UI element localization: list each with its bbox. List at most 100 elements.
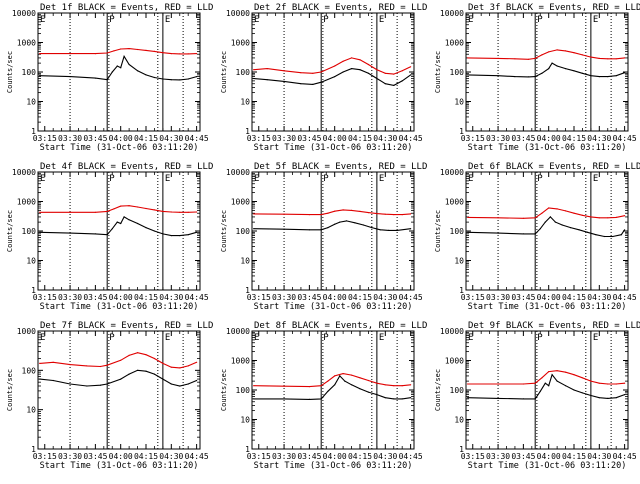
series-events-point: [497, 232, 499, 234]
series-events-point: [283, 80, 285, 82]
series-events-point: [69, 232, 71, 234]
series-events-point: [379, 229, 381, 231]
x-tick-label: 03:30: [272, 134, 296, 143]
series-events-point: [179, 385, 181, 387]
series-events-point: [624, 394, 626, 396]
x-tick-label: 04:00: [537, 293, 561, 302]
plot-frame: [465, 330, 629, 450]
series-events-point: [283, 228, 285, 230]
y-tick-label: 10: [26, 406, 36, 415]
series-events-point: [187, 383, 189, 385]
x-tick-label: 04:30: [587, 293, 611, 302]
x-tick-label: 03:45: [297, 293, 321, 302]
series-lld-point: [120, 48, 122, 50]
series-lld-point: [624, 215, 626, 217]
series-lld-point: [145, 207, 147, 210]
series-events-point: [170, 79, 172, 81]
x-tick-label: 04:45: [399, 293, 423, 302]
x-tick-label: 03:15: [33, 134, 57, 143]
marker-letter-e: E: [254, 15, 259, 25]
series-lld-point: [69, 53, 71, 55]
series-lld-line: [467, 49, 625, 60]
x-tick-label: 04:45: [399, 452, 423, 461]
marker-letter-p: P: [323, 15, 329, 25]
series-lld-point: [170, 211, 172, 213]
marker-letter-e: E: [379, 333, 384, 343]
y-tick-label: 1000: [445, 198, 464, 207]
y-tick-label: 100: [22, 366, 37, 375]
series-events-point: [128, 63, 130, 66]
y-tick-label: 10: [240, 98, 250, 107]
x-tick-label: 04:45: [185, 134, 209, 143]
y-tick-label: 10000: [226, 327, 250, 336]
series-events-point: [362, 224, 364, 226]
series-events-point: [312, 83, 314, 85]
x-axis-label: Start Time (31-Oct-06 03:11:20): [468, 302, 627, 312]
series-events-point: [551, 374, 553, 376]
y-tick-label: 100: [450, 227, 465, 236]
y-axis-label: Counts/sec: [6, 369, 14, 411]
series-events-point: [116, 221, 118, 223]
y-tick-label: 1000: [231, 357, 250, 366]
panel-title: Det 9f BLACK = Events, RED = LLD: [468, 321, 640, 331]
series-events-point: [179, 235, 181, 237]
series-lld-point: [393, 385, 395, 387]
series-lld-point: [187, 365, 189, 367]
series-lld-point: [590, 56, 592, 58]
series-events-point: [187, 78, 189, 80]
series-lld-point: [39, 362, 41, 364]
series-events-point: [565, 385, 567, 387]
series-events-point: [196, 76, 198, 78]
y-tick-label: 1000: [231, 198, 250, 207]
series-lld-point: [624, 57, 626, 59]
series-lld-point: [137, 48, 139, 51]
y-axis-label: Counts/sec: [434, 210, 442, 252]
series-events-point: [253, 398, 255, 400]
series-events-point: [384, 397, 386, 399]
series-lld-line: [39, 48, 197, 55]
series-events-point: [145, 74, 147, 76]
series-events-point: [123, 216, 125, 218]
series-lld-point: [522, 217, 525, 219]
y-axis-label: Counts/sec: [220, 369, 228, 411]
marker-letter-p: P: [537, 174, 543, 184]
series-events-point: [187, 234, 189, 236]
x-tick-label: 03:15: [33, 452, 57, 461]
y-tick-label: 1000: [17, 39, 36, 48]
series-events-point: [590, 394, 592, 397]
series-events-line: [253, 220, 411, 231]
plot-frame: [251, 12, 415, 132]
series-events-point: [137, 369, 139, 371]
series-events-point: [410, 74, 412, 76]
series-lld-point: [187, 53, 189, 55]
series-lld-point: [573, 374, 575, 376]
x-tick-label: 04:15: [348, 452, 372, 461]
panel-title: Det 4f BLACK = Events, RED = LLD: [40, 162, 213, 172]
series-events-point: [534, 398, 536, 400]
series-events-point: [401, 398, 403, 400]
y-axis-label: Counts/sec: [220, 210, 228, 252]
x-tick-label: 03:15: [461, 293, 485, 302]
series-lld-point: [359, 377, 361, 379]
series-lld-point: [179, 53, 181, 55]
series-lld-point: [541, 212, 543, 214]
plot-frame: [251, 171, 415, 291]
series-lld-point: [393, 214, 395, 216]
y-tick-label: 1000: [17, 327, 36, 336]
series-events-point: [111, 228, 113, 230]
series-lld-point: [541, 54, 543, 56]
series-events-point: [615, 75, 617, 77]
series-lld-point: [367, 63, 369, 66]
series-lld-point: [467, 57, 469, 59]
series-events-line: [467, 373, 625, 400]
series-events-point: [554, 221, 557, 223]
series-lld-point: [94, 53, 96, 55]
x-tick-label: 03:15: [247, 134, 271, 143]
series-events-point: [120, 67, 122, 69]
marker-letter-e: E: [468, 174, 473, 184]
marker-letter-p: P: [109, 174, 115, 184]
series-lld-point: [106, 210, 108, 212]
series-lld-point: [128, 354, 130, 356]
series-events-point: [128, 373, 130, 375]
